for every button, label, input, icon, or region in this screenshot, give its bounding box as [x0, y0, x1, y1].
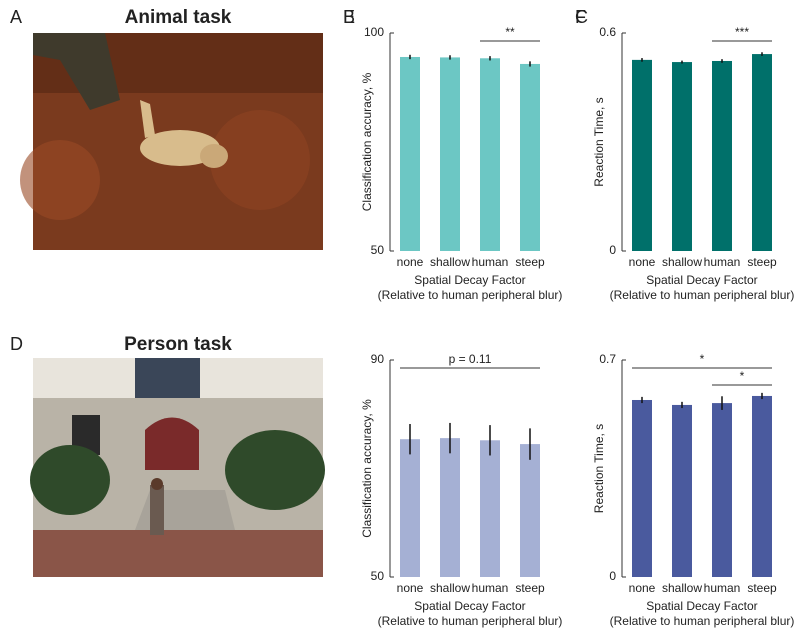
x-axis-label: Spatial Decay Factor	[646, 273, 757, 287]
bar	[752, 54, 772, 251]
x-tick-label: none	[629, 581, 656, 595]
y-tick-label: 100	[364, 25, 384, 39]
bar	[632, 399, 652, 577]
bar	[440, 57, 460, 251]
x-tick-label: human	[704, 581, 741, 595]
bar	[480, 58, 500, 252]
x-axis-label: Spatial Decay Factor	[646, 599, 757, 613]
significance-label: p = 0.11	[449, 352, 492, 366]
y-tick-label: 50	[371, 569, 385, 583]
bar	[520, 444, 540, 577]
x-tick-label: human	[704, 255, 741, 269]
bar	[632, 59, 652, 252]
bar	[672, 404, 692, 577]
x-tick-label: none	[629, 255, 656, 269]
bar	[520, 63, 540, 252]
significance-label: **	[505, 25, 515, 39]
y-tick-label: 90	[371, 352, 385, 366]
y-axis-label: Classification accuracy, %	[360, 399, 374, 538]
significance-label: ***	[735, 25, 749, 39]
photo-dog	[20, 33, 323, 250]
x-axis-label: (Relative to human peripheral blur)	[378, 614, 563, 628]
y-tick-label: 0	[609, 569, 616, 583]
image-title: Animal task	[125, 7, 232, 28]
y-axis-label: Classification accuracy, %	[360, 72, 374, 211]
y-tick-label: 0.7	[599, 352, 616, 366]
x-axis-label: (Relative to human peripheral blur)	[610, 288, 795, 302]
bar	[752, 395, 772, 577]
x-tick-label: steep	[747, 581, 777, 595]
significance-label: *	[700, 352, 705, 366]
photo-church	[30, 358, 325, 577]
x-axis-label: (Relative to human peripheral blur)	[610, 614, 795, 628]
x-tick-label: human	[472, 255, 509, 269]
x-tick-label: none	[397, 581, 424, 595]
x-axis-label: Spatial Decay Factor	[414, 599, 525, 613]
bar	[400, 56, 420, 252]
x-tick-label: steep	[515, 581, 545, 595]
y-tick-label: 50	[371, 243, 385, 257]
x-tick-label: human	[472, 581, 509, 595]
panel-label: E	[343, 7, 355, 27]
x-tick-label: steep	[747, 255, 777, 269]
y-axis-label: Reaction Time, s	[592, 97, 606, 186]
significance-label: *	[740, 369, 745, 383]
x-tick-label: shallow	[662, 581, 702, 595]
panel-label: D	[10, 334, 23, 354]
x-tick-label: steep	[515, 255, 545, 269]
panel-label: F	[575, 7, 586, 27]
image-title: Person task	[124, 334, 232, 355]
bar	[712, 403, 732, 577]
x-axis-label: (Relative to human peripheral blur)	[378, 288, 563, 302]
bar	[712, 60, 732, 251]
panel-label: C	[575, 7, 588, 27]
x-tick-label: none	[397, 255, 424, 269]
bar	[440, 438, 460, 577]
x-tick-label: shallow	[430, 581, 470, 595]
bar	[400, 439, 420, 577]
y-tick-label: 0	[609, 243, 616, 257]
x-tick-label: shallow	[662, 255, 702, 269]
bar	[672, 62, 692, 251]
y-tick-label: 0.6	[599, 25, 616, 39]
y-axis-label: Reaction Time, s	[592, 424, 606, 513]
panel-label: A	[10, 7, 22, 27]
x-tick-label: shallow	[430, 255, 470, 269]
x-axis-label: Spatial Decay Factor	[414, 273, 525, 287]
bar	[480, 440, 500, 577]
panel-label: B	[343, 7, 355, 27]
